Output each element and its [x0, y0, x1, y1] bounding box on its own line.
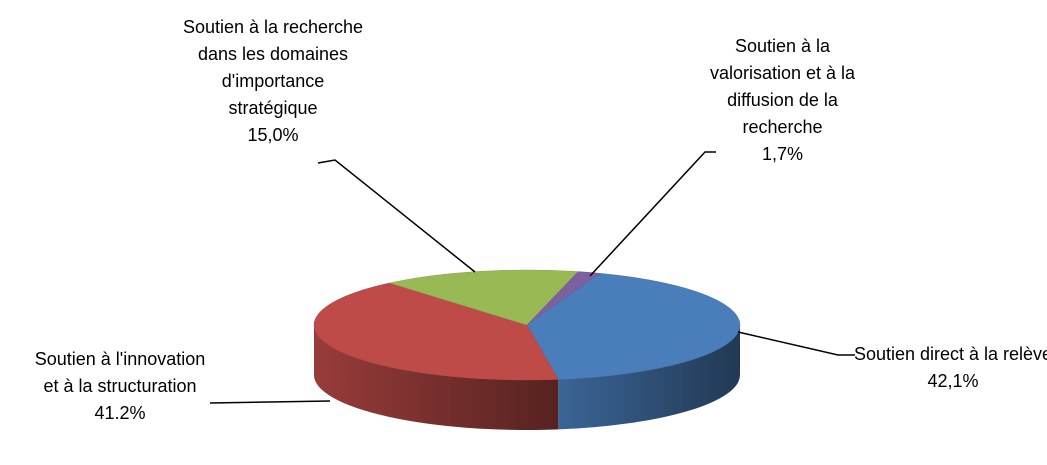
- category-label: Soutien à l'innovation et à la structura…: [34, 349, 206, 396]
- value-label: 1,7%: [761, 144, 804, 164]
- category-label: Soutien direct à la relève: [853, 344, 1047, 364]
- leader-line: [209, 400, 331, 404]
- slice-label: Soutien à l'innovation et à la structura…: [30, 346, 210, 427]
- category-label: Soutien à la valorisation et à la diffus…: [709, 36, 856, 137]
- leader-line: [317, 159, 476, 273]
- value-label: 15,0%: [247, 125, 299, 145]
- category-label: Soutien à la recherche dans les domaines…: [182, 17, 364, 118]
- slice-label: Soutien à la valorisation et à la diffus…: [700, 33, 865, 168]
- value-label: 42,1%: [927, 371, 979, 391]
- slice: [313, 282, 559, 381]
- leader-line: [589, 151, 716, 277]
- leader-line: [737, 331, 855, 356]
- slice-side: [314, 325, 559, 430]
- slice-label: Soutien à la recherche dans les domaines…: [178, 14, 368, 149]
- slice: [526, 271, 601, 326]
- value-label: 41.2%: [94, 403, 146, 423]
- slice-side: [558, 325, 740, 430]
- slice: [388, 269, 579, 326]
- slice: [526, 273, 741, 380]
- slice-label: Soutien direct à la relève 42,1%: [853, 341, 1047, 395]
